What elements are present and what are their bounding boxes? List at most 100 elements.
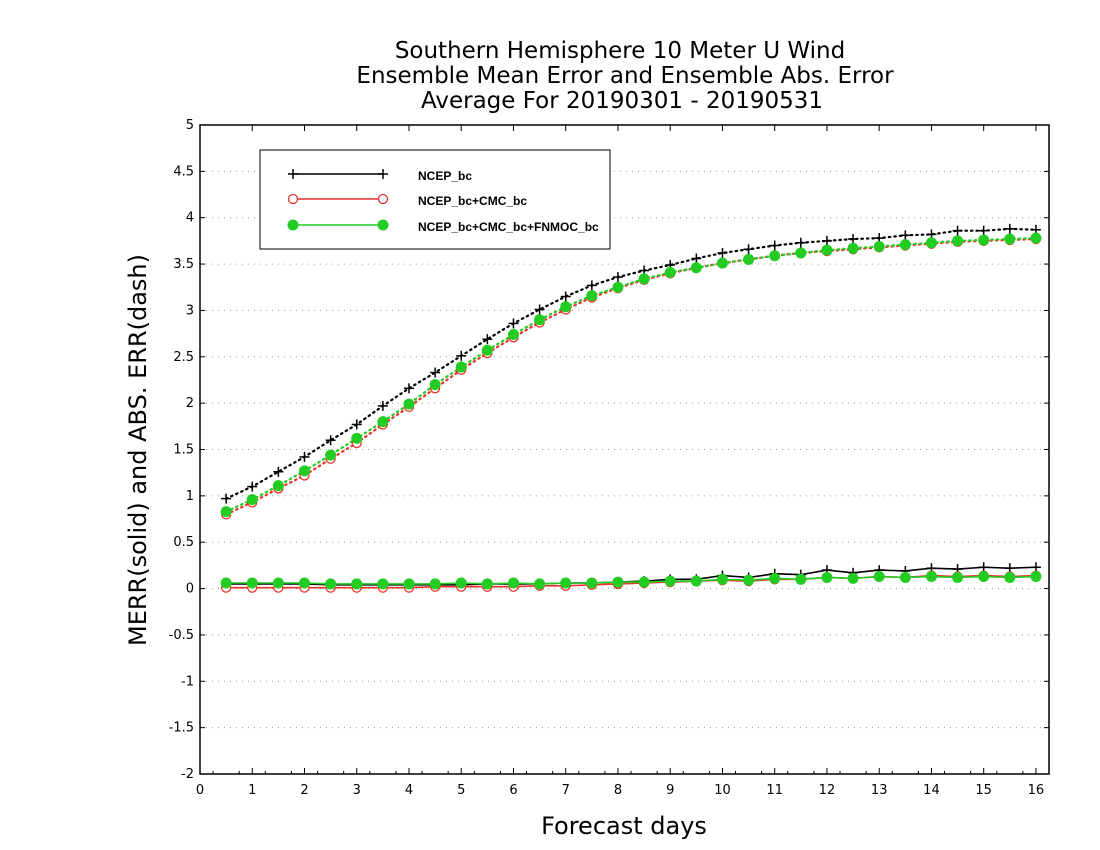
series-2-merr-point — [795, 573, 807, 585]
series-2-merr-point — [298, 577, 310, 589]
series-2-abs-err-point — [716, 257, 728, 269]
series-2-abs-err-line — [225, 237, 1038, 513]
series-2-merr-point — [925, 571, 937, 583]
series-0-abs-err-line — [225, 227, 1038, 500]
series-0-abs-err-point — [430, 367, 441, 378]
y-tick-label: -1 — [181, 674, 194, 689]
legend-entry-ncep-cmc-fnmoc: NCEP_bc+CMC_bc+FNMOC_bc — [418, 220, 599, 234]
legend: NCEP_bc NCEP_bc+CMC_bc NCEP_bc+CMC_bc+FN… — [259, 149, 611, 250]
series-2-abs-err-point — [586, 290, 598, 302]
series-2-merr-point — [272, 577, 284, 589]
x-tick-label: 0 — [196, 783, 204, 798]
series-2-merr-point — [612, 576, 624, 588]
x-tick-label: 8 — [614, 783, 622, 798]
legend-entry-ncep-cmc: NCEP_bc+CMC_bc — [418, 194, 527, 208]
series-2-abs-err-point — [821, 244, 833, 256]
series-2-abs-err-point — [246, 494, 258, 506]
series-2-merr-point — [586, 577, 598, 589]
plot-area-frame — [199, 124, 1050, 775]
series-2-merr-line — [226, 575, 1036, 585]
series-2-merr-point — [899, 571, 911, 583]
series-0-abs-err-point — [351, 419, 362, 430]
series-1-abs-err-line — [225, 237, 1038, 516]
x-tick-label: 15 — [975, 783, 992, 798]
legend-sample-marker-2 — [377, 219, 389, 231]
y-tick-label: -0.5 — [169, 628, 194, 643]
y-tick-label: -1.5 — [169, 721, 194, 736]
series-0-abs-err-point — [299, 451, 310, 462]
series-2-abs-err-point — [429, 379, 441, 391]
series-2-merr-point — [743, 574, 755, 586]
series-2-abs-err-point — [481, 344, 493, 356]
series-2-abs-err-point — [403, 398, 415, 410]
y-tick-label: 2 — [186, 396, 194, 411]
y-tick-label: -2 — [181, 767, 194, 782]
series-0-abs-err-point — [1004, 223, 1015, 234]
y-tick-label: 1.5 — [173, 443, 194, 458]
series-0-abs-err-point — [403, 383, 414, 394]
x-tick-label: 1 — [248, 783, 256, 798]
y-tick-label: 1 — [186, 489, 194, 504]
series-0-abs-err-point — [978, 225, 989, 236]
series-0-abs-err-point — [612, 272, 623, 283]
series-0-abs-err-point — [743, 244, 754, 255]
series-2-merr-point — [978, 571, 990, 583]
axis-ticks: -2-1.5-1-0.500.511.522.533.544.550 1 2 3 4 5 6… — [169, 118, 1049, 798]
series-0-abs-err-point — [508, 318, 519, 329]
legend-entry-ncep-bc: NCEP_bc — [418, 169, 472, 183]
series-2-abs-err-point — [507, 329, 519, 341]
series-2-merr-point — [638, 576, 650, 588]
legend-sample-marker-2 — [287, 219, 299, 231]
x-tick-label: 12 — [819, 783, 836, 798]
series-0-abs-err-point — [900, 230, 911, 241]
series-2-abs-err-point — [978, 234, 990, 246]
series-0-abs-err-point — [952, 225, 963, 236]
y-tick-label: 3 — [186, 303, 194, 318]
chart-title-line-3: Average For 20190301 - 20190531 — [421, 88, 823, 114]
series-0-abs-err-point — [795, 237, 806, 248]
series-0-abs-err-point — [769, 240, 780, 251]
series-2-abs-err-point — [769, 250, 781, 262]
series-2-merr-point — [847, 572, 859, 584]
series-0-abs-err-point — [586, 280, 597, 291]
series-2-abs-err-point — [534, 314, 546, 326]
y-tick-label: 4.5 — [173, 164, 194, 179]
x-tick-label: 4 — [405, 783, 413, 798]
series-0-abs-err-point — [821, 235, 832, 246]
series-2-abs-err-point — [925, 237, 937, 249]
x-tick-label: 2 — [300, 783, 308, 798]
series-2-abs-err-point — [612, 281, 624, 293]
x-tick-label: 10 — [714, 783, 731, 798]
y-tick-label: 5 — [186, 118, 194, 133]
series-2-abs-err-point — [952, 235, 964, 247]
series-2-merr-point — [873, 571, 885, 583]
y-tick-label: 2.5 — [173, 350, 194, 365]
series-2-abs-err-point — [795, 247, 807, 259]
series-2-merr-point — [403, 578, 415, 590]
legend-sample-marker-0 — [378, 169, 388, 179]
series-0-abs-err-point — [377, 400, 388, 411]
series-2-merr-point — [716, 573, 728, 585]
x-tick-label: 7 — [562, 783, 570, 798]
legend-sample-marker-1 — [377, 193, 389, 205]
series-2-abs-err-point — [325, 449, 337, 461]
series-0-abs-err-point — [560, 291, 571, 302]
series-2-merr-point — [429, 578, 441, 590]
series-2-abs-err-point — [272, 480, 284, 492]
series-2-merr-point — [455, 577, 467, 589]
series-2-abs-err-point — [899, 239, 911, 251]
series-2-merr-point — [664, 575, 676, 587]
legend-sample-marker-1 — [287, 193, 299, 205]
x-tick-label: 13 — [871, 783, 888, 798]
series-2-merr-point — [325, 578, 337, 590]
series-2-merr-point — [1030, 571, 1042, 583]
x-tick-label: 11 — [766, 783, 783, 798]
y-axis-label: MERR(solid) and ABS. ERR(dash) — [124, 254, 152, 646]
series-2-abs-err-point — [220, 506, 232, 518]
chart-title: Southern Hemisphere 10 Meter U Wind Ense… — [356, 38, 894, 114]
series-2-abs-err-point — [847, 242, 859, 254]
series-lines — [220, 223, 1042, 593]
legend-sample-marker-0 — [288, 169, 298, 179]
series-2-merr-point — [952, 571, 964, 583]
